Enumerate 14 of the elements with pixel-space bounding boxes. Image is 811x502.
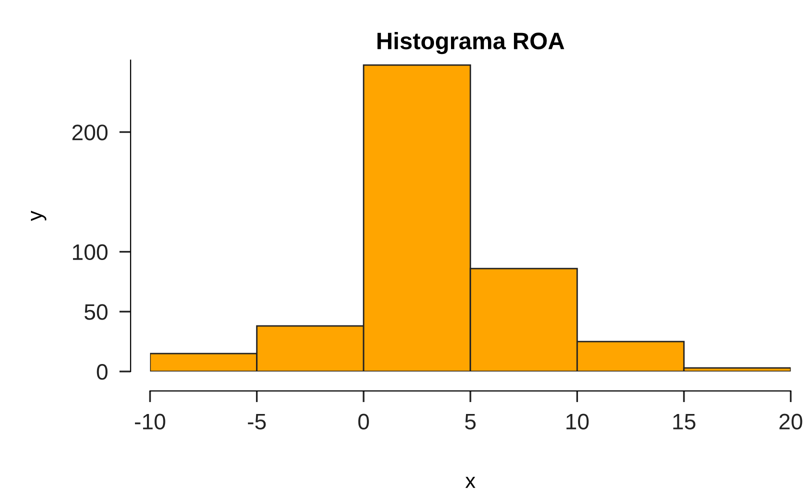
y-axis-title: y bbox=[30, 210, 46, 222]
x-tick-label: 10 bbox=[566, 414, 589, 430]
y-tick-label: 50 bbox=[84, 304, 108, 320]
x-tick-label: -10 bbox=[134, 414, 166, 430]
x-tick-label: 5 bbox=[465, 414, 476, 430]
y-tick-label: 200 bbox=[72, 124, 108, 140]
x-tick-label: 0 bbox=[358, 414, 369, 430]
x-axis-title: x bbox=[465, 476, 476, 488]
chart-title: Histograma ROA bbox=[378, 32, 564, 54]
y-tick-label: 100 bbox=[72, 244, 108, 260]
x-tick-label: 15 bbox=[673, 414, 696, 430]
x-tick-label: 20 bbox=[779, 414, 802, 430]
x-tick-label: -5 bbox=[248, 414, 266, 430]
y-tick-label: 0 bbox=[96, 364, 108, 380]
